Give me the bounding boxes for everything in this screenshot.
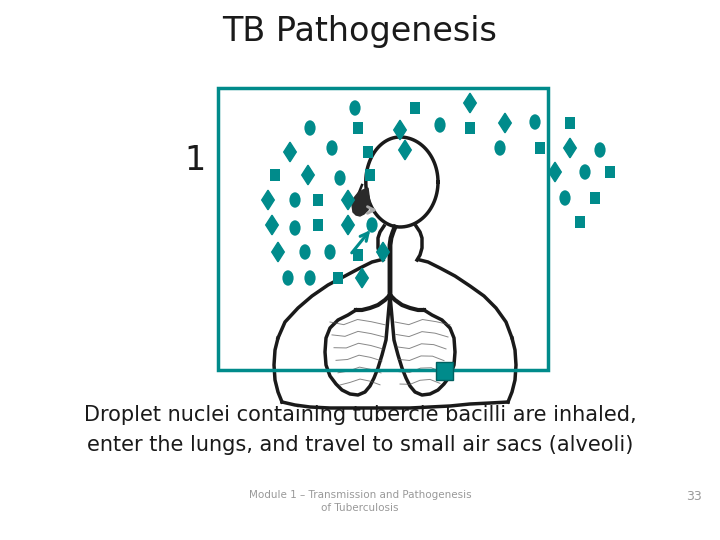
Polygon shape <box>377 242 390 262</box>
Ellipse shape <box>559 190 571 206</box>
Bar <box>605 166 616 178</box>
Bar <box>333 272 343 284</box>
Polygon shape <box>549 162 562 182</box>
Polygon shape <box>499 113 511 133</box>
Ellipse shape <box>305 271 315 286</box>
Ellipse shape <box>300 244 310 260</box>
Bar <box>564 117 575 129</box>
Ellipse shape <box>305 120 315 136</box>
Bar <box>312 219 323 231</box>
Bar <box>270 168 280 181</box>
Bar <box>410 102 420 114</box>
Polygon shape <box>464 93 477 113</box>
Bar <box>590 192 600 204</box>
Text: 33: 33 <box>686 490 702 503</box>
Text: TB Pathogenesis: TB Pathogenesis <box>222 16 498 49</box>
Bar <box>535 141 545 154</box>
Polygon shape <box>564 138 576 158</box>
Text: enter the lungs, and travel to small air sacs (alveoli): enter the lungs, and travel to small air… <box>87 435 633 455</box>
Ellipse shape <box>434 117 446 133</box>
Ellipse shape <box>326 140 338 156</box>
Ellipse shape <box>289 192 301 208</box>
Polygon shape <box>356 268 369 288</box>
Bar <box>365 168 375 181</box>
Text: 1: 1 <box>184 144 206 177</box>
Text: Droplet nuclei containing tubercle bacilli are inhaled,: Droplet nuclei containing tubercle bacil… <box>84 405 636 425</box>
Polygon shape <box>271 242 284 262</box>
Ellipse shape <box>282 271 294 286</box>
Bar <box>363 146 373 158</box>
Bar <box>353 122 364 134</box>
Polygon shape <box>266 215 279 235</box>
Polygon shape <box>284 142 297 162</box>
Ellipse shape <box>580 164 590 180</box>
Ellipse shape <box>325 244 336 260</box>
Ellipse shape <box>595 143 606 158</box>
Ellipse shape <box>349 100 361 116</box>
Polygon shape <box>342 190 354 210</box>
Ellipse shape <box>289 220 301 235</box>
Bar <box>353 249 364 261</box>
Text: Module 1 – Transmission and Pathogenesis
of Tuberculosis: Module 1 – Transmission and Pathogenesis… <box>248 490 472 513</box>
Ellipse shape <box>495 140 505 156</box>
Bar <box>312 194 323 206</box>
Polygon shape <box>352 188 370 216</box>
Bar <box>436 362 453 380</box>
Polygon shape <box>302 165 315 185</box>
Bar <box>218 88 548 370</box>
Bar <box>464 122 475 134</box>
Bar <box>575 215 585 228</box>
Polygon shape <box>399 140 411 160</box>
Polygon shape <box>394 120 406 140</box>
Ellipse shape <box>529 114 541 130</box>
Ellipse shape <box>334 170 346 186</box>
Polygon shape <box>342 215 354 235</box>
Ellipse shape <box>366 217 377 233</box>
Polygon shape <box>261 190 274 210</box>
